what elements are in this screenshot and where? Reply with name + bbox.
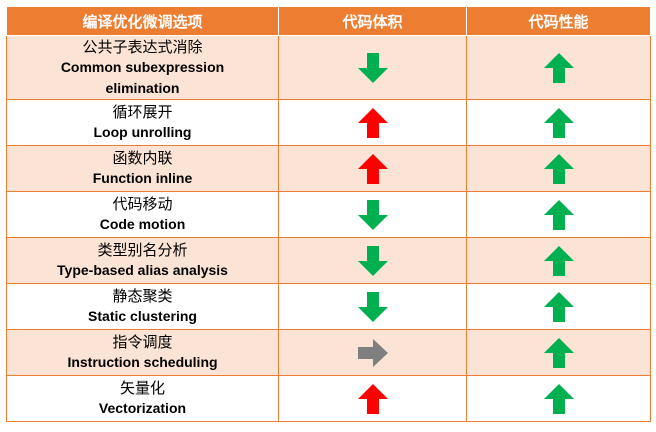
option-name-cell: 公共子表达式消除 Common subexpression elimination — [6, 35, 279, 100]
green-up-arrow-icon — [543, 107, 574, 138]
red-up-arrow-icon — [357, 153, 388, 184]
code-performance-cell — [466, 35, 651, 100]
code-performance-cell — [466, 375, 651, 422]
optimization-table: 编译优化微调选项 代码体积 代码性能 公共子表达式消除 Common subexp… — [6, 6, 651, 422]
red-up-arrow-icon — [357, 107, 388, 138]
table-row: 函数内联 Function inline — [6, 145, 651, 192]
code-size-cell — [278, 329, 467, 376]
header-row: 编译优化微调选项 代码体积 代码性能 — [6, 6, 651, 36]
green-up-arrow-icon — [543, 245, 574, 276]
green-up-arrow-icon — [543, 337, 574, 368]
table-row: 指令调度 Instruction scheduling — [6, 329, 651, 376]
option-name-chinese: 类型别名分析 — [97, 241, 188, 259]
option-name-chinese: 矢量化 — [119, 379, 165, 397]
option-name-english: Type-based alias analysis — [57, 262, 228, 278]
code-size-cell — [278, 99, 467, 146]
table-row: 循环展开 Loop unrolling — [6, 99, 651, 146]
table-row: 矢量化 Vectorization — [6, 375, 651, 422]
header-code-performance: 代码性能 — [466, 6, 651, 36]
red-up-arrow-icon — [357, 383, 388, 414]
option-name-chinese: 代码移动 — [112, 195, 173, 213]
green-up-arrow-icon — [543, 291, 574, 322]
option-name-chinese: 静态聚类 — [112, 287, 173, 305]
header-option: 编译优化微调选项 — [6, 6, 279, 36]
green-down-arrow-icon — [357, 245, 388, 276]
green-down-arrow-icon — [357, 291, 388, 322]
option-name-english: Common subexpression — [60, 58, 225, 75]
gray-right-arrow-icon — [357, 338, 388, 367]
option-name-english: Static clustering — [88, 308, 197, 324]
green-up-arrow-icon — [543, 52, 574, 83]
green-down-arrow-icon — [357, 52, 388, 83]
code-performance-cell — [466, 329, 651, 376]
code-performance-cell — [466, 145, 651, 192]
header-code-size: 代码体积 — [278, 6, 467, 36]
optimization-table-container: 编译优化微调选项 代码体积 代码性能 公共子表达式消除 Common subexp… — [6, 6, 651, 426]
green-up-arrow-icon — [543, 153, 574, 184]
table-row: 静态聚类 Static clustering — [6, 283, 651, 330]
option-name-chinese: 循环展开 — [112, 103, 173, 121]
option-name-english: Instruction scheduling — [67, 354, 218, 370]
option-name-cell: 静态聚类 Static clustering — [6, 283, 279, 330]
code-size-cell — [278, 191, 467, 238]
option-name-chinese: 函数内联 — [112, 149, 173, 167]
option-name-cell: 代码移动 Code motion — [6, 191, 279, 238]
green-up-arrow-icon — [543, 199, 574, 230]
option-name-cell: 函数内联 Function inline — [6, 145, 279, 192]
code-performance-cell — [466, 99, 651, 146]
code-size-cell — [278, 145, 467, 192]
code-size-cell — [278, 237, 467, 284]
option-name-cell: 指令调度 Instruction scheduling — [6, 329, 279, 376]
option-name-english: Vectorization — [98, 400, 187, 416]
option-name-chinese: 公共子表达式消除 — [82, 37, 203, 56]
option-name-english: Function inline — [92, 170, 193, 186]
option-name-english: Code motion — [99, 216, 186, 232]
green-up-arrow-icon — [543, 383, 574, 414]
code-performance-cell — [466, 191, 651, 238]
option-name-cell: 矢量化 Vectorization — [6, 375, 279, 422]
table-row: 公共子表达式消除 Common subexpression elimination — [6, 35, 651, 100]
code-size-cell — [278, 375, 467, 422]
option-name-chinese: 指令调度 — [112, 333, 173, 351]
table-row: 代码移动 Code motion — [6, 191, 651, 238]
option-name-cell: 循环展开 Loop unrolling — [6, 99, 279, 146]
option-name-cell: 类型别名分析 Type-based alias analysis — [6, 237, 279, 284]
code-performance-cell — [466, 283, 651, 330]
green-down-arrow-icon — [357, 199, 388, 230]
code-size-cell — [278, 283, 467, 330]
table-row: 类型别名分析 Type-based alias analysis — [6, 237, 651, 284]
code-size-cell — [278, 35, 467, 100]
code-performance-cell — [466, 237, 651, 284]
option-name-english: elimination — [105, 79, 180, 96]
option-name-english: Loop unrolling — [93, 124, 192, 140]
